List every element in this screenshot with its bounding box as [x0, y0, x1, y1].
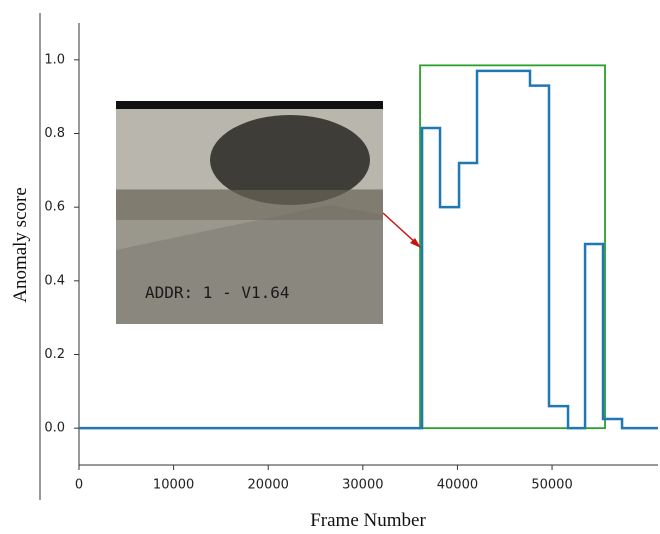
x-tick-label: 40000 [437, 478, 478, 493]
x-tick-label: 10000 [153, 478, 194, 493]
y-axis-label: Anomaly score [10, 187, 31, 303]
x-tick-label: 30000 [342, 478, 383, 493]
inset-image: ADDR: 1 - V1.64 [116, 101, 383, 324]
y-tick-label: 0.4 [44, 273, 65, 288]
x-tick-label: 50000 [531, 478, 572, 493]
inset-trees [116, 190, 383, 220]
inset-caption: ADDR: 1 - V1.64 [145, 283, 290, 302]
x-tick-label: 20000 [248, 478, 289, 493]
ground-truth-box [420, 65, 605, 428]
x-tick-label: 0 [75, 478, 83, 493]
chart: Frame Number Anomaly score 0 10000 20000 30… [0, 0, 660, 534]
y-tick-label: 0.6 [44, 200, 65, 215]
y-tick-label: 0.2 [44, 347, 65, 362]
y-tick-label: 1.0 [44, 52, 65, 67]
y-tick-label: 0.8 [44, 126, 65, 141]
inset-header [116, 101, 383, 109]
arrow-line [383, 213, 417, 244]
x-axis-label: Frame Number [310, 510, 426, 531]
y-tick-label: 0.0 [44, 421, 65, 436]
